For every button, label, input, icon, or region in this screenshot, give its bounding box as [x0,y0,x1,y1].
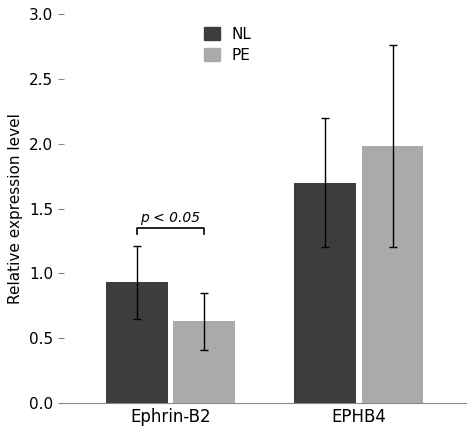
Bar [106,283,168,403]
Bar [173,321,235,403]
Y-axis label: Relative expression level: Relative expression level [9,113,23,304]
Bar [294,183,356,403]
Bar [362,146,423,403]
Text: p < 0.05: p < 0.05 [140,211,201,225]
Legend: NL, PE: NL, PE [200,22,256,67]
